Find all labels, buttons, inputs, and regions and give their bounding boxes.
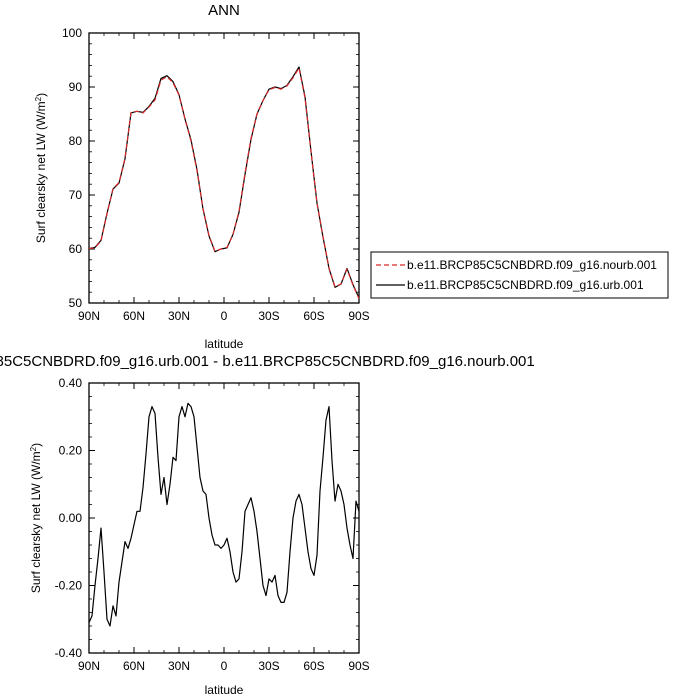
x-axis-label: latitude <box>205 337 244 351</box>
x-tick-label: 90S <box>348 659 369 673</box>
y-axis-label: Surf clearsky net LW (W/m2) <box>34 93 48 243</box>
plot-frame <box>88 32 360 304</box>
legend-entry-nourb: b.e11.BRCP85C5CNBDRD.f09_g16.nourb.001 <box>407 258 657 272</box>
x-tick-label: 30N <box>168 309 190 323</box>
x-tick-label: 90N <box>78 309 100 323</box>
x-tick-label: 60N <box>123 309 145 323</box>
y-tick-label: 90 <box>69 80 83 94</box>
x-tick-label: 60N <box>123 659 145 673</box>
y-tick-label: -0.20 <box>55 579 83 593</box>
y-tick-label: 0.00 <box>59 511 83 525</box>
difference-line-chart: b.e11.BRCP85C5CNBDRD.f09_g16.urb.001 - b… <box>0 353 535 697</box>
y-tick-label: 50 <box>69 296 83 310</box>
y-tick-label: 60 <box>69 242 83 256</box>
x-tick-label: 0 <box>221 309 228 323</box>
series-line-0 <box>88 67 360 299</box>
y-tick-label: 70 <box>69 188 83 202</box>
y-axis-label: Surf clearsky net LW (W/m2) <box>29 443 43 593</box>
x-tick-label: 30S <box>258 659 279 673</box>
y-tick-label: 0.20 <box>59 444 83 458</box>
x-tick-label: 0 <box>221 659 228 673</box>
chart-title: b.e11.BRCP85C5CNBDRD.f09_g16.urb.001 - b… <box>0 353 535 370</box>
top-line-chart: ANN 90N 60N 30N 0 30S 60S 90S 50 60 70 80 90 100 lat… <box>34 2 669 351</box>
series-line-0 <box>88 402 360 627</box>
legend-box <box>370 251 669 299</box>
x-tick-label: 30N <box>168 659 190 673</box>
x-tick-label: 60S <box>303 309 324 323</box>
x-tick-label: 30S <box>258 309 279 323</box>
y-tick-label: 100 <box>62 26 82 40</box>
series-line-1 <box>88 66 360 299</box>
x-tick-label: 90N <box>78 659 100 673</box>
x-axis-label: latitude <box>205 683 244 697</box>
y-tick-label: 0.40 <box>59 376 83 390</box>
y-tick-label: -0.40 <box>55 646 83 660</box>
chart-title: ANN <box>208 2 240 19</box>
x-tick-label: 90S <box>348 309 369 323</box>
legend-entry-urb: b.e11.BRCP85C5CNBDRD.f09_g16.urb.001 <box>407 278 644 292</box>
plot-area: 90N 60N 30N 0 30S 60S 90S -0.40 -0.20 0.00 0.20 0.4… <box>55 376 370 673</box>
legend: b.e11.BRCP85C5CNBDRD.f09_g16.nourb.001 b… <box>370 251 669 299</box>
x-tick-label: 60S <box>303 659 324 673</box>
y-tick-label: 80 <box>69 134 83 148</box>
plot-area: 90N 60N 30N 0 30S 60S 90S 50 60 70 80 90 100 <box>62 26 370 323</box>
